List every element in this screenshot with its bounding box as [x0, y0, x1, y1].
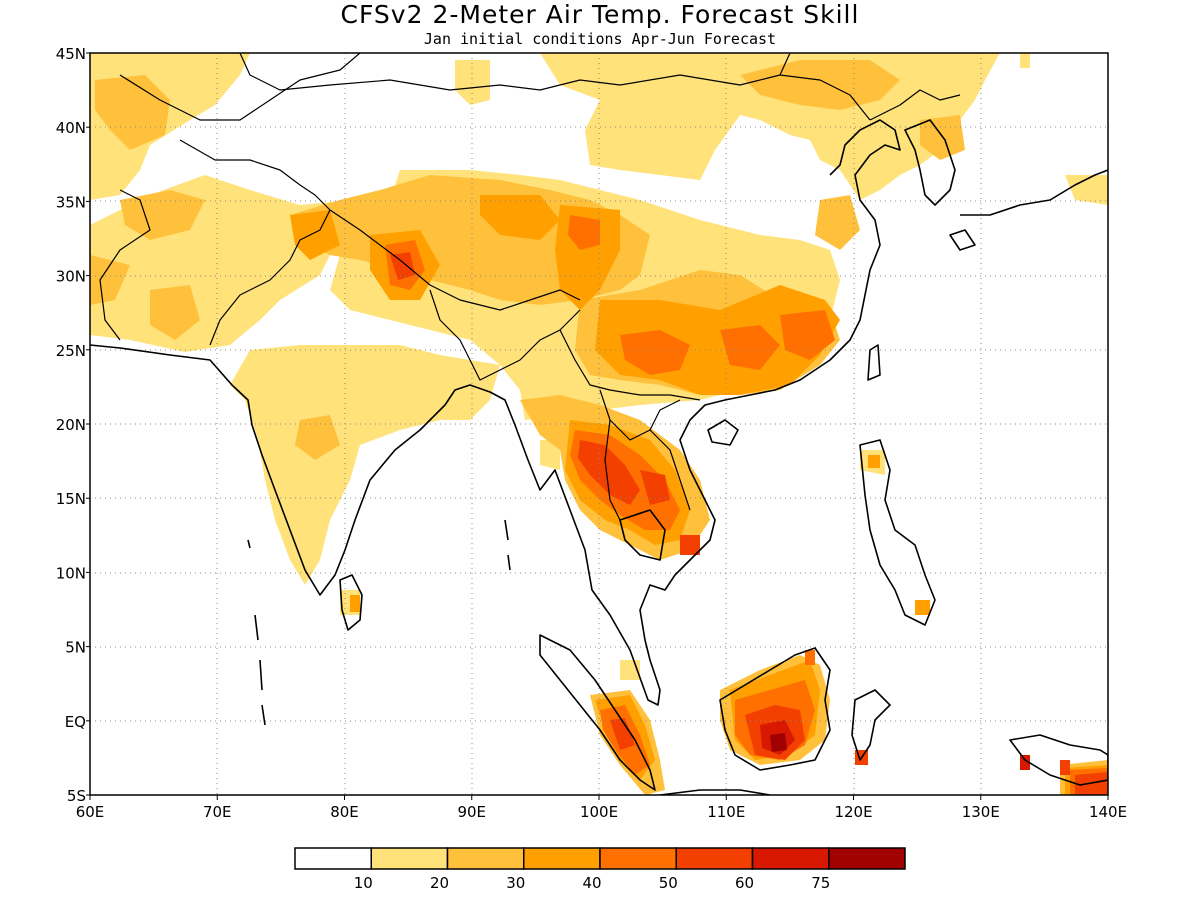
colorbar-label: 10 — [354, 874, 373, 892]
country-borders — [99, 53, 961, 521]
skill-level-75-plus — [770, 733, 787, 752]
y-axis-ticks: 5S EQ 5N 10N 15N 20N 25N 30N 35N 40N 45N — [56, 45, 90, 805]
y-tick-label: 30N — [56, 268, 86, 286]
y-tick-label: 45N — [56, 45, 86, 63]
x-tick-label: 110E — [707, 803, 745, 821]
map-subtitle: Jan initial conditions Apr-Jun Forecast — [423, 30, 777, 48]
colorbar-swatch — [523, 847, 601, 870]
colorbar-label: 60 — [735, 874, 754, 892]
y-tick-label: 35N — [56, 193, 86, 211]
coastlines — [90, 119, 1108, 795]
x-tick-label: 90E — [457, 803, 486, 821]
skill-shading — [90, 53, 1108, 795]
x-axis-ticks: 60E 70E 80E 90E 100E 110E 120E 130E 140E — [76, 795, 1127, 821]
y-tick-label: 15N — [56, 490, 86, 508]
colorbar-label: 50 — [659, 874, 678, 892]
x-tick-label: 120E — [834, 803, 872, 821]
y-tick-label: 5S — [67, 787, 86, 805]
y-tick-label: 5N — [65, 639, 86, 657]
colorbar-label: 40 — [582, 874, 601, 892]
x-tick-label: 130E — [962, 803, 1000, 821]
y-tick-label: 25N — [56, 342, 86, 360]
colorbar-swatch — [828, 847, 906, 870]
colorbar-label: 30 — [506, 874, 525, 892]
map-gridlines — [90, 53, 1108, 795]
colorbar-swatch — [370, 847, 449, 870]
y-tick-label: 10N — [56, 564, 86, 582]
colorbar-swatch — [675, 847, 754, 870]
y-tick-label: 40N — [56, 119, 86, 137]
colorbar-swatch — [751, 847, 830, 870]
x-tick-label: 70E — [203, 803, 232, 821]
colorbar-label: 20 — [430, 874, 449, 892]
colorbar-swatch — [446, 847, 525, 870]
colorbar-label: 75 — [811, 874, 830, 892]
colorbar: 10 20 30 40 50 60 75 — [294, 847, 906, 892]
y-tick-label: 20N — [56, 416, 86, 434]
colorbar-swatch — [294, 847, 372, 870]
x-tick-label: 140E — [1089, 803, 1127, 821]
map-title: CFSv2 2-Meter Air Temp. Forecast Skill — [340, 0, 860, 29]
x-tick-label: 100E — [580, 803, 618, 821]
x-tick-label: 80E — [330, 803, 359, 821]
colorbar-swatch — [599, 847, 677, 870]
x-tick-label: 60E — [76, 803, 105, 821]
y-tick-label: EQ — [65, 713, 86, 731]
